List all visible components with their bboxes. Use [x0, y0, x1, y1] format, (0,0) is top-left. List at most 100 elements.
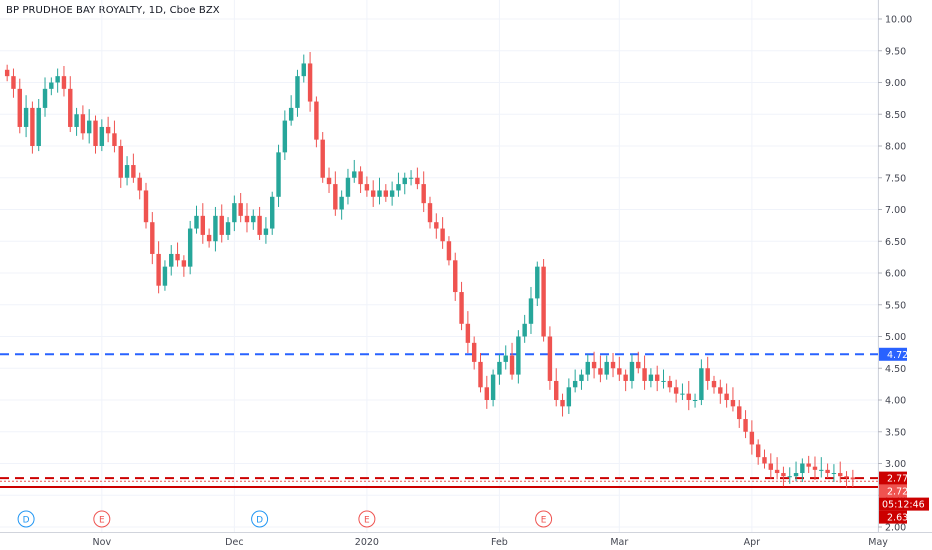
- candle-body: [680, 393, 685, 395]
- price-axis[interactable]: 2.002.503.003.504.004.505.005.506.006.50…: [878, 15, 912, 534]
- candle-body: [850, 477, 856, 480]
- candle-body: [396, 184, 401, 191]
- candle-body: [787, 476, 792, 478]
- candle-body: [124, 165, 130, 178]
- candle-body: [591, 361, 597, 369]
- earnings-marker[interactable]: [93, 510, 111, 528]
- y-tick-label: 4.00: [885, 396, 906, 407]
- candle-body: [509, 355, 515, 375]
- candle-body: [547, 336, 553, 381]
- candle-body: [793, 473, 799, 477]
- candle-body: [768, 463, 774, 470]
- y-tick-label: 10.00: [885, 15, 912, 26]
- candle-body: [307, 63, 313, 102]
- candle-body: [383, 190, 389, 197]
- candle-body: [800, 463, 805, 474]
- price-tag: [879, 471, 907, 485]
- candle-body: [617, 368, 622, 375]
- candle-body: [749, 431, 755, 445]
- earnings-marker[interactable]: [358, 510, 376, 528]
- candle-body: [692, 400, 698, 401]
- candle-body: [131, 165, 136, 178]
- y-tick-label: 7.00: [885, 205, 906, 216]
- candle-body: [68, 88, 73, 127]
- candle-body: [150, 222, 155, 254]
- candle-body: [724, 393, 729, 400]
- price-tag-label: 2.63: [887, 513, 908, 524]
- countdown-tag: [879, 497, 929, 511]
- candle-body: [566, 387, 572, 407]
- candle-body: [23, 107, 29, 127]
- candle-body: [206, 234, 212, 242]
- candle-body: [654, 374, 660, 381]
- y-tick-label: 5.00: [885, 332, 906, 343]
- candle-body: [86, 120, 92, 134]
- candle-body: [358, 171, 363, 185]
- marker-label: E: [99, 516, 105, 526]
- candle-body: [408, 177, 414, 179]
- y-tick-label: 9.50: [885, 46, 906, 57]
- candle-body: [352, 171, 357, 178]
- candle-body: [642, 368, 647, 381]
- candle-body: [61, 76, 67, 89]
- candle-body: [295, 76, 300, 108]
- candle-body: [118, 146, 123, 178]
- marker-label: D: [256, 516, 263, 526]
- candle-body: [737, 406, 742, 420]
- candle-body: [629, 361, 635, 381]
- candle-body: [364, 184, 370, 191]
- candle-body: [17, 88, 22, 127]
- candle-body: [219, 215, 224, 235]
- candle-body: [718, 387, 723, 394]
- candles: [4, 52, 856, 488]
- candle-body: [326, 177, 332, 185]
- candle-body: [579, 374, 584, 381]
- candle-body: [187, 228, 193, 267]
- candle-body: [484, 387, 490, 400]
- candle-body: [743, 419, 748, 432]
- candle-body: [497, 361, 502, 375]
- candle-body: [370, 190, 376, 197]
- candle-body: [471, 342, 477, 362]
- candle-body: [55, 76, 60, 83]
- candle-body: [453, 260, 458, 293]
- candle-body: [200, 215, 206, 235]
- candle-body: [105, 126, 111, 134]
- y-tick-label: 3.00: [885, 459, 906, 470]
- candle-body: [156, 253, 161, 286]
- candle-body: [648, 374, 654, 381]
- candle-body: [99, 126, 105, 146]
- candle-body: [755, 444, 761, 458]
- candle-body: [673, 387, 679, 394]
- horizontal-levels[interactable]: [0, 353, 878, 488]
- countdown-label: 05:12:46: [882, 500, 925, 511]
- earnings-marker[interactable]: [535, 510, 553, 528]
- candle-body: [604, 361, 609, 375]
- candle-body: [175, 253, 180, 261]
- candle-body: [225, 222, 231, 235]
- y-tick-label: 6.00: [885, 269, 906, 280]
- candle-body: [257, 215, 262, 235]
- x-tick-label: Apr: [744, 537, 761, 548]
- candle-body: [711, 380, 717, 388]
- candle-body: [446, 241, 452, 261]
- price-tag: [879, 347, 907, 361]
- candle-body: [528, 298, 534, 324]
- marker-label: E: [541, 516, 547, 526]
- candle-body: [440, 228, 445, 242]
- x-tick-label: Mar: [610, 537, 628, 548]
- candle-body: [11, 76, 16, 89]
- dividend-marker[interactable]: [17, 510, 35, 528]
- candle-body: [774, 469, 780, 474]
- time-axis[interactable]: NovDec2020FebMarAprMayJunJulAug: [93, 537, 932, 548]
- dividend-marker[interactable]: [251, 510, 269, 528]
- candle-body: [49, 82, 54, 89]
- candle-body: [427, 203, 433, 223]
- candle-body: [415, 177, 420, 185]
- candle-body: [623, 374, 628, 381]
- candle-body: [232, 203, 237, 223]
- y-tick-label: 8.50: [885, 110, 906, 121]
- x-tick-label: 2020: [355, 537, 379, 548]
